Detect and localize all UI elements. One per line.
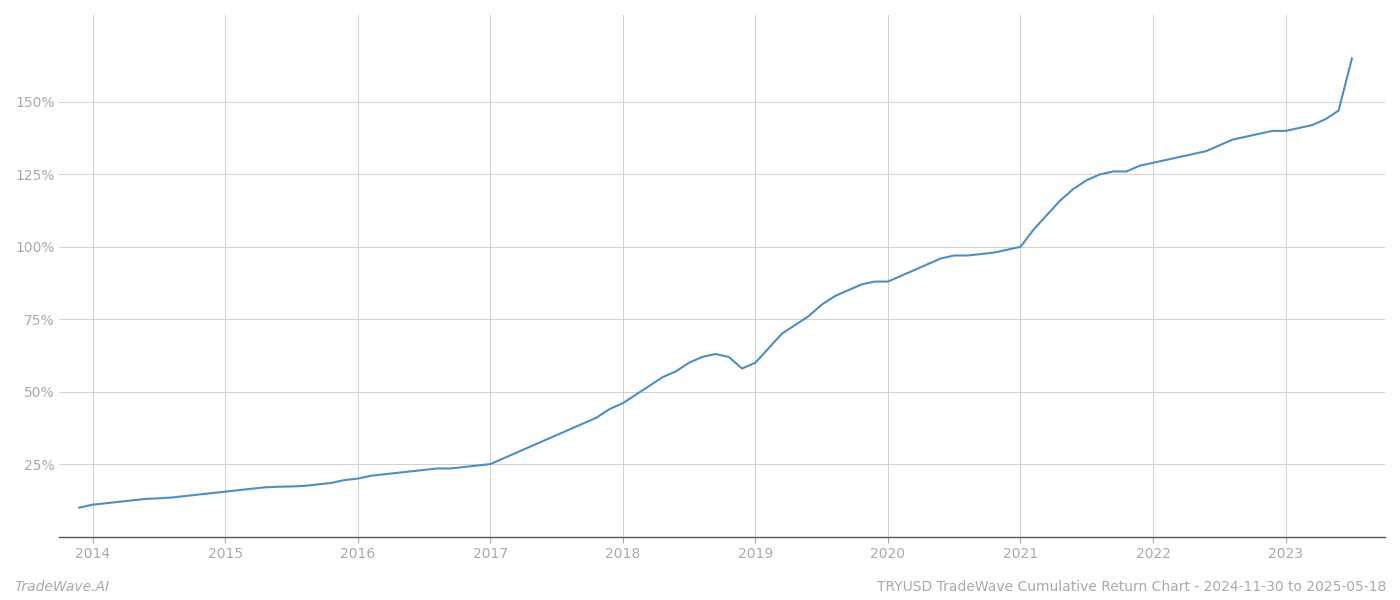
Text: TRYUSD TradeWave Cumulative Return Chart - 2024-11-30 to 2025-05-18: TRYUSD TradeWave Cumulative Return Chart… <box>876 580 1386 594</box>
Text: TradeWave.AI: TradeWave.AI <box>14 580 109 594</box>
